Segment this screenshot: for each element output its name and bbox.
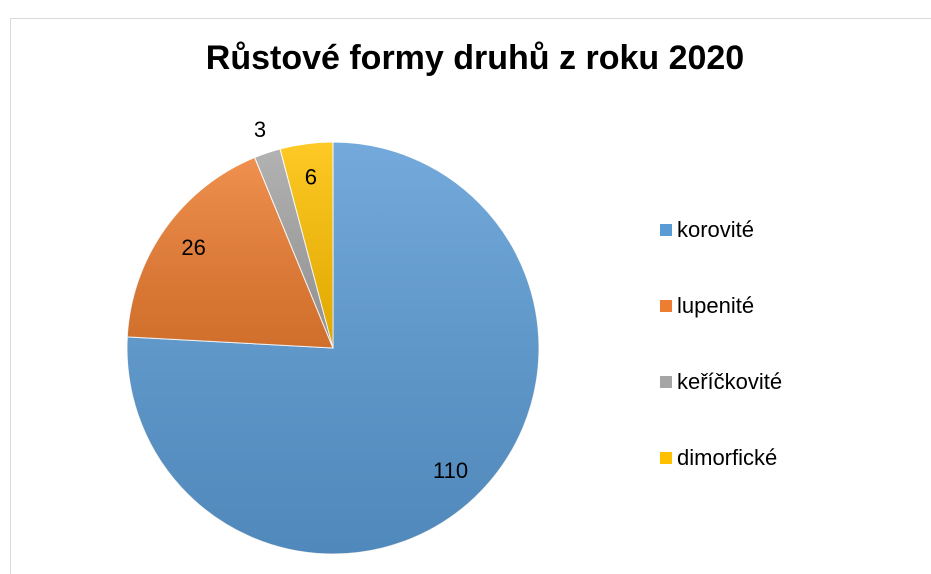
data-label: 6 (305, 164, 317, 189)
data-label: 3 (254, 117, 266, 142)
legend-label: keříčkovité (677, 369, 782, 394)
data-label: 110 (433, 458, 468, 483)
legend-swatch (660, 300, 672, 312)
chart-title: Růstové formy druhů z roku 2020 (206, 39, 744, 77)
legend-swatch (660, 376, 672, 388)
legend-label: dimorfické (677, 445, 777, 470)
legend-label: lupenité (677, 293, 754, 318)
legend-swatch (660, 224, 672, 236)
legend-label: korovité (677, 217, 754, 242)
data-label: 26 (181, 235, 205, 260)
legend-swatch (660, 452, 672, 464)
